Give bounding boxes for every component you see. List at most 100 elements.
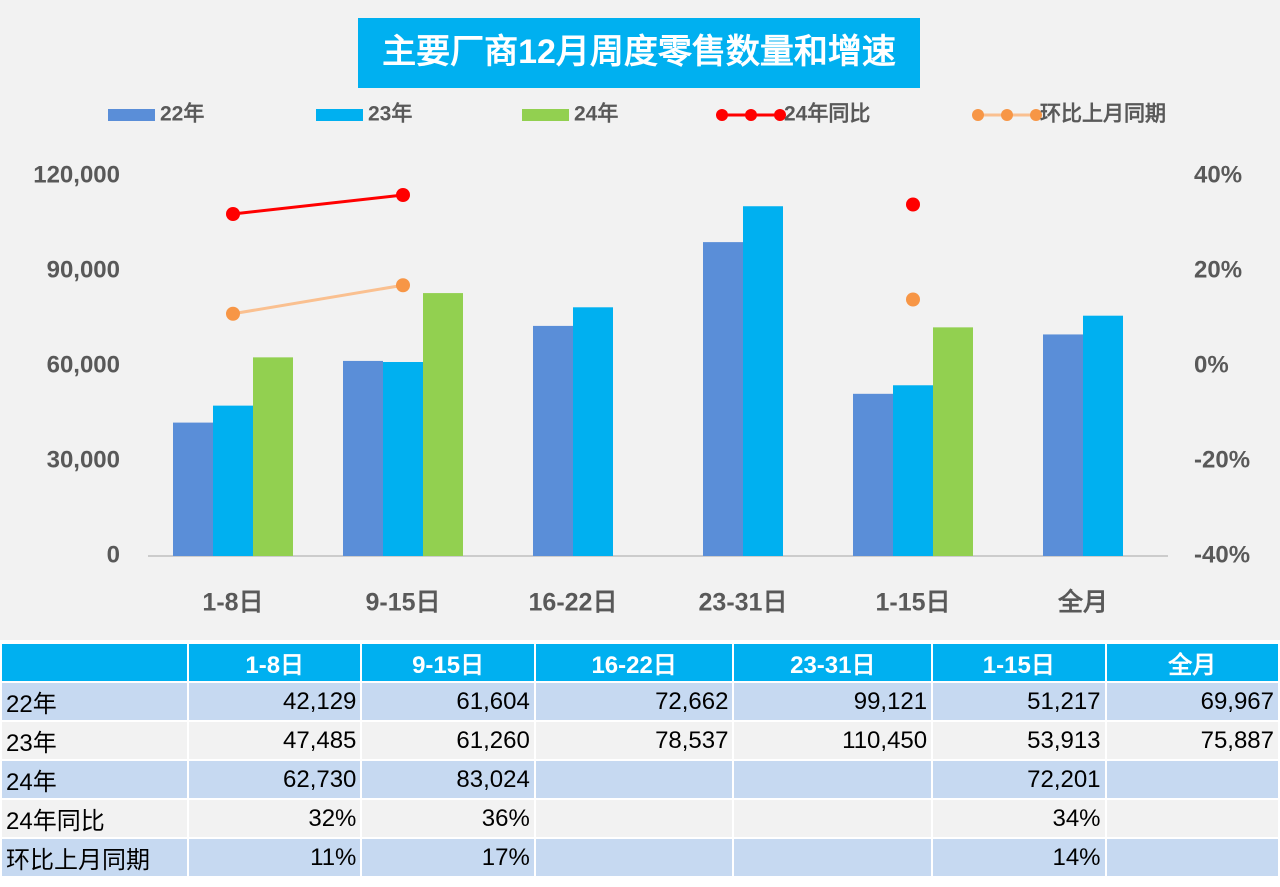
legend-label: 23年 (368, 102, 412, 126)
y-tick-label: 90,000 (47, 256, 120, 283)
x-tick-label: 9-15日 (365, 589, 440, 617)
bar (533, 325, 573, 556)
line-marker (906, 197, 920, 212)
table-cell (1106, 761, 1278, 798)
table-cell (1106, 839, 1278, 876)
legend-swatch (316, 109, 363, 121)
bar (743, 206, 783, 556)
bar (573, 307, 613, 556)
table-cell (1106, 800, 1278, 837)
line-marker (396, 278, 410, 293)
table-row: 22年 42,129 61,604 72,662 99,121 51,217 69,967 (2, 683, 1278, 720)
legend-swatch (522, 109, 569, 121)
legend-marker (716, 109, 728, 121)
table-cell: 24年 (2, 761, 187, 798)
bar (253, 357, 293, 556)
chart: 主要厂商12月周度零售数量和增速 0 30,000 60,000 90,000 120,… (0, 0, 1280, 640)
y2-tick-label: 40% (1194, 161, 1242, 188)
table-cell: 47,485 (189, 722, 361, 759)
bar (423, 293, 463, 556)
legend-label: 24年 (574, 102, 618, 126)
y2-tick-label: 20% (1194, 256, 1242, 283)
table-cell: 75,887 (1106, 722, 1278, 759)
table-cell: 110,450 (734, 722, 932, 759)
table-cell (734, 761, 932, 798)
bar (893, 385, 933, 556)
line-marker (226, 306, 240, 321)
table-cell (734, 800, 932, 837)
table-cell (734, 839, 932, 876)
table-cell: 83,024 (362, 761, 534, 798)
y-tick-label: 0 (107, 541, 120, 568)
table-cell: 11% (189, 839, 361, 876)
table-cell: 72,662 (535, 683, 733, 720)
line-marker (906, 292, 920, 307)
table-cell: 全月 (1106, 644, 1278, 681)
table-cell: 61,260 (362, 722, 534, 759)
data-table: 1-8日 9-15日 16-22日 23-31日 1-15日 全月 22年 42,129 61,… (0, 642, 1280, 878)
x-tick-label: 1-8日 (202, 589, 263, 617)
table-row: 23年 47,485 61,260 78,537 110,450 53,913 75,887 (2, 722, 1278, 759)
table-cell: 23年 (2, 722, 187, 759)
table-cell: 62,730 (189, 761, 361, 798)
table-cell: 环比上月同期 (2, 839, 187, 876)
table-row: 24年 62,730 83,024 72,201 (2, 761, 1278, 798)
legend-marker (745, 109, 757, 121)
title-box (358, 18, 920, 88)
table-cell: 51,217 (933, 683, 1105, 720)
table-row: 环比上月同期 11% 17% 14% (2, 839, 1278, 876)
chart-title: 主要厂商12月周度零售数量和增速 (382, 33, 896, 71)
legend-label: 24年同比 (784, 102, 870, 126)
table-cell (2, 644, 187, 681)
legend-marker (774, 109, 786, 121)
table-cell: 72,201 (933, 761, 1105, 798)
y2-tick-label: -40% (1194, 541, 1250, 568)
table-cell (535, 761, 733, 798)
table-row: 24年同比 32% 36% 34% (2, 800, 1278, 837)
table-cell: 42,129 (189, 683, 361, 720)
bar (1043, 334, 1083, 556)
y2-tick-label: 0% (1194, 351, 1229, 378)
table-cell: 17% (362, 839, 534, 876)
table-cell: 69,967 (1106, 683, 1278, 720)
x-tick-label: 全月 (1057, 588, 1108, 617)
y2-tick-label: -20% (1194, 446, 1250, 473)
legend-marker (1001, 109, 1013, 121)
bar (213, 405, 253, 556)
legend-marker (1030, 109, 1042, 121)
table-cell: 78,537 (535, 722, 733, 759)
table-cell: 9-15日 (362, 644, 534, 681)
table-cell (535, 800, 733, 837)
y-tick-label: 60,000 (47, 351, 120, 378)
table-cell: 32% (189, 800, 361, 837)
bar (343, 360, 383, 556)
table-cell: 53,913 (933, 722, 1105, 759)
table-cell: 99,121 (734, 683, 932, 720)
y-tick-label: 30,000 (47, 446, 120, 473)
line-marker (396, 188, 410, 202)
table-cell: 23-31日 (734, 644, 932, 681)
table-cell: 36% (362, 800, 534, 837)
table-cell: 14% (933, 839, 1105, 876)
bar (703, 242, 743, 557)
legend-swatch (108, 109, 155, 121)
table-row: 1-8日 9-15日 16-22日 23-31日 1-15日 全月 (2, 644, 1278, 681)
bar (173, 422, 213, 556)
bar (383, 362, 423, 556)
bar (853, 393, 893, 556)
x-tick-label: 16-22日 (529, 589, 618, 617)
line-marker (226, 207, 240, 221)
bar (1083, 315, 1123, 556)
table-cell (535, 839, 733, 876)
x-tick-label: 23-31日 (699, 589, 788, 617)
legend-label: 环比上月同期 (1040, 103, 1166, 126)
y-tick-label: 120,000 (33, 161, 120, 188)
table-cell: 16-22日 (535, 644, 733, 681)
table-cell: 1-15日 (933, 644, 1105, 681)
legend-marker (972, 109, 984, 121)
table-cell: 24年同比 (2, 800, 187, 837)
table-cell: 34% (933, 800, 1105, 837)
legend-label: 22年 (160, 102, 204, 126)
x-tick-label: 1-15日 (875, 589, 950, 617)
